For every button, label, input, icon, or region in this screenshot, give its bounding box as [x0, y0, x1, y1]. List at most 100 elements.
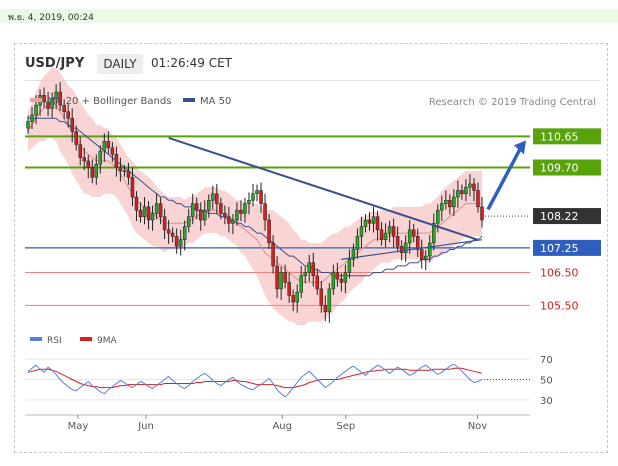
- candle-body: [323, 305, 328, 313]
- candles-layer: [26, 82, 484, 323]
- ma50-legend-label: MA 50: [200, 96, 231, 107]
- candle-body: [223, 213, 227, 217]
- candle-body: [211, 193, 215, 201]
- candle-body: [311, 262, 316, 277]
- candle-body: [279, 272, 283, 290]
- candle-body: [82, 157, 86, 162]
- candle-body: [227, 216, 231, 224]
- candle-body: [259, 190, 263, 204]
- levels-layer: [25, 135, 530, 306]
- rsi-tick-label: 30: [540, 396, 553, 407]
- x-tick-label: Nov: [468, 421, 488, 432]
- price-tags-layer: 110.65 109.70 108.22 107.25 106.50 105.50: [533, 128, 601, 312]
- candle-body: [42, 95, 46, 103]
- ma50-legend-swatch: [183, 98, 195, 102]
- header-separator: [24, 80, 600, 81]
- candle-body: [255, 190, 259, 194]
- candle-body: [34, 104, 38, 116]
- candle-body: [182, 226, 187, 240]
- candle-body: [363, 219, 368, 227]
- candle-body: [142, 206, 147, 217]
- candle-body: [452, 196, 456, 208]
- rsi-legend-swatch: [30, 337, 42, 341]
- candle-body: [162, 216, 167, 231]
- candle-body: [319, 288, 324, 306]
- rsi-layer: 70 50 30: [25, 355, 553, 407]
- candle-body: [271, 242, 275, 267]
- bollinger-band: [28, 65, 482, 326]
- candle-body: [464, 186, 468, 194]
- candle-body: [110, 147, 115, 155]
- candle-body: [62, 104, 66, 112]
- candle-body: [186, 216, 191, 227]
- candle-body: [263, 203, 267, 221]
- candle-body: [138, 209, 143, 217]
- candle-body: [419, 249, 424, 260]
- price-tag-box: [533, 159, 601, 176]
- ma20-legend-swatch: [30, 98, 42, 102]
- candle-body: [170, 232, 175, 237]
- candle-body: [174, 236, 179, 247]
- timeframe-button[interactable]: DAILY: [97, 54, 143, 74]
- price-tag-label: 110.65: [540, 130, 579, 143]
- trend-layer: [168, 137, 526, 260]
- credit-label: Research © 2019 Trading Central: [429, 97, 596, 108]
- candle-body: [375, 216, 380, 231]
- candle-body: [247, 200, 251, 204]
- candle-body: [407, 229, 412, 244]
- candle-body: [203, 209, 207, 221]
- candle-body: [291, 295, 295, 303]
- candle-body: [58, 91, 62, 106]
- candle-body: [30, 114, 34, 122]
- projection-arrow-head: [514, 140, 526, 155]
- candle-body: [70, 118, 74, 132]
- price-tag-box: [533, 208, 601, 225]
- candle-body: [215, 193, 219, 204]
- candle-body: [207, 200, 211, 211]
- candle-body: [315, 275, 320, 290]
- candle-body: [456, 190, 460, 198]
- price-tag-label: 105.50: [540, 299, 579, 312]
- candle-body: [347, 259, 352, 273]
- candle-body: [343, 272, 348, 283]
- candle-body: [436, 209, 440, 224]
- ma20-line: [27, 101, 482, 283]
- x-axis-layer: May Jun Aug Sep Nov: [25, 414, 530, 432]
- timestamp: พ.ย. 4, 2019, 00:24: [8, 13, 94, 23]
- candle-body: [351, 249, 356, 260]
- candle-body: [231, 219, 235, 224]
- candle-body: [166, 229, 171, 234]
- candle-body: [399, 246, 404, 254]
- candle-body: [391, 226, 396, 237]
- rsi-ma-legend-label: 9MA: [97, 336, 117, 346]
- candle-body: [468, 183, 472, 188]
- candle-body: [78, 144, 82, 158]
- candle-body: [102, 141, 107, 152]
- candle-body: [126, 170, 131, 178]
- price-tag-box: [533, 128, 601, 145]
- candle-body: [90, 167, 95, 178]
- candle-body: [130, 177, 135, 198]
- candle-body: [50, 98, 54, 109]
- candle-body: [114, 154, 119, 168]
- candle-body: [359, 226, 364, 237]
- x-tick-label: Sep: [336, 421, 355, 432]
- candle-body: [480, 206, 484, 221]
- rsi-line: [27, 363, 483, 398]
- candle-body: [26, 121, 30, 129]
- candle-body: [476, 190, 480, 208]
- candle-body: [395, 236, 400, 247]
- candle-body: [444, 200, 448, 204]
- price-tag-label: 108.22: [540, 210, 579, 223]
- candle-body: [154, 203, 159, 214]
- candle-body: [146, 206, 151, 221]
- candle-body: [122, 170, 127, 173]
- candle-body: [150, 213, 155, 221]
- candle-body: [134, 196, 139, 211]
- candle-body: [94, 163, 99, 178]
- candle-body: [403, 242, 408, 254]
- price-tag-label: 106.50: [540, 267, 579, 280]
- candle-body: [194, 203, 199, 211]
- x-tick-label: Jun: [137, 421, 154, 432]
